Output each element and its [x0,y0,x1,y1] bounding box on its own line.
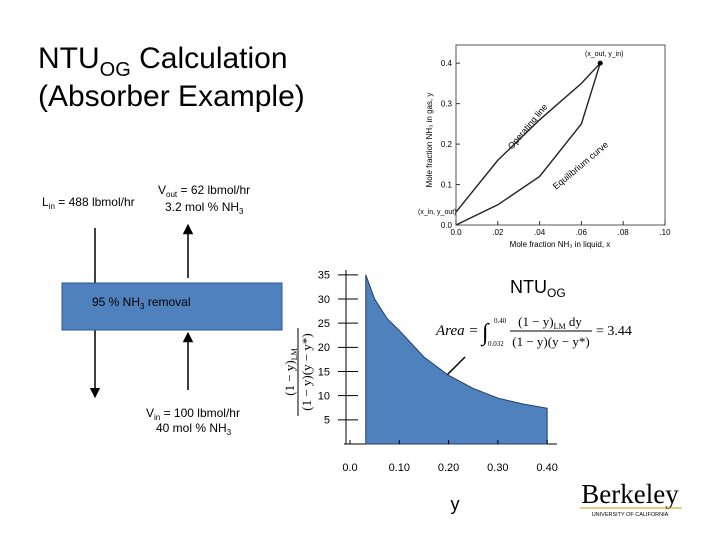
series-label: Equilibrium curve [551,139,610,191]
removal-label: 95 % NH3 removal [92,295,191,311]
series-line [455,62,601,226]
sym: V [158,183,166,197]
y-tick-label: 35 [318,270,330,282]
numerator: (1 − y)LM [282,348,299,396]
x-tick-label: 0.0 [450,228,462,237]
title-line-2: (Absorber Example) [38,80,305,113]
y-tick-label: 15 [318,366,330,378]
lhs: Area = [435,323,478,339]
figure-frame [455,44,666,226]
y-axis-label: Mole fraction NH₃ in gas, y [425,93,434,188]
num: (1 − y) [518,314,554,329]
logo-name: Berkeley [581,479,679,509]
main: NTU [510,277,547,297]
sub: in [49,202,55,211]
num: (1 − y) [282,360,297,396]
x-tick-label: .08 [618,228,630,237]
sub: 3 [227,428,232,437]
x-tick-label: .10 [659,228,671,237]
x-tick-label: .04 [534,228,546,237]
y-tick-label: 5 [324,415,330,427]
x-tick-label: 0.0 [342,462,357,474]
v-out-comp: 3.2 mol % NH3 [165,200,244,216]
y-tick-label: 0.3 [441,99,453,108]
numerator: (1 − y)LM dy [518,314,582,331]
annotation: (x_out, y_in) [585,51,624,58]
txt: 40 mol % NH [156,421,227,435]
txt: 95 % NH [92,295,140,309]
y-tick-label: 0.0 [441,221,453,230]
sub: 3 [239,207,244,216]
series-label: Operating line [506,102,550,151]
x-tick-label: .02 [492,228,504,237]
y-tick-label: 25 [318,318,330,330]
annotation: (x_in, y_out) [418,209,457,216]
denominator: (1 − y)(y − y*) [299,333,314,410]
title-main: NTU [38,42,100,75]
y-axis-label: (1 − y)LM (1 − y)(y − y*) [282,328,314,416]
sub: LM [290,348,299,360]
series-line [455,62,601,213]
area [365,274,548,445]
x-tick-label: .06 [576,228,588,237]
y-tick-label: 30 [318,294,330,306]
sym: V [146,406,154,420]
y-tick-label: 10 [318,391,330,403]
result: = 3.44 [596,324,632,339]
y-tick-label: 0.1 [441,180,453,189]
l-in-label: Lin = 488 lbmol/hr [42,195,135,211]
denominator: (1 − y)(y − y*) [512,334,589,349]
upper: 0.40 [494,317,507,325]
x-axis-label: Mole fraction NH₃ in liquid, x [510,240,611,249]
x-tick-label: 0.10 [389,462,410,474]
x-axis-label: y [451,494,460,514]
title-line-1: NTUOG Calculation [38,42,288,81]
txt: = 100 lbmol/hr [160,406,240,420]
sub: 3 [140,302,145,311]
txt: = 488 lbmol/hr [55,195,135,209]
x-tick-label: 0.20 [438,462,459,474]
v-in-comp: 40 mol % NH3 [156,421,232,437]
lower: 0.032 [488,340,504,348]
sym: L [42,195,49,209]
y-tick-label: 0.2 [441,140,453,149]
x-tick-label: 0.30 [487,462,508,474]
ntu-label: NTUOG [510,277,566,300]
v-in-label: Vin = 100 lbmol/hr [146,406,240,422]
title-rest: Calculation [131,42,288,75]
y-tick-label: 20 [318,342,330,354]
txt: = 62 lbmol/hr [177,183,250,197]
v-out-label: Vout = 62 lbmol/hr [158,183,250,199]
rest: removal [144,295,190,309]
dy: dy [566,314,583,329]
sub: LM [554,322,566,331]
y-tick-label: 0.4 [441,59,453,68]
column [61,282,283,331]
txt: 3.2 mol % NH [165,200,239,214]
logo-subtitle: UNIVERSITY OF CALIFORNIA [592,512,669,518]
area-equation: Area = ∫ 0.40 0.032 (1 − y)LM dy (1 − y)… [435,314,632,349]
title-sub: OG [100,59,131,81]
integral-sign: ∫ [480,320,490,347]
x-tick-label: 0.40 [536,462,557,474]
sub: out [166,190,178,199]
sub: in [154,413,160,422]
end-point [597,60,603,66]
sub: OG [547,286,566,300]
